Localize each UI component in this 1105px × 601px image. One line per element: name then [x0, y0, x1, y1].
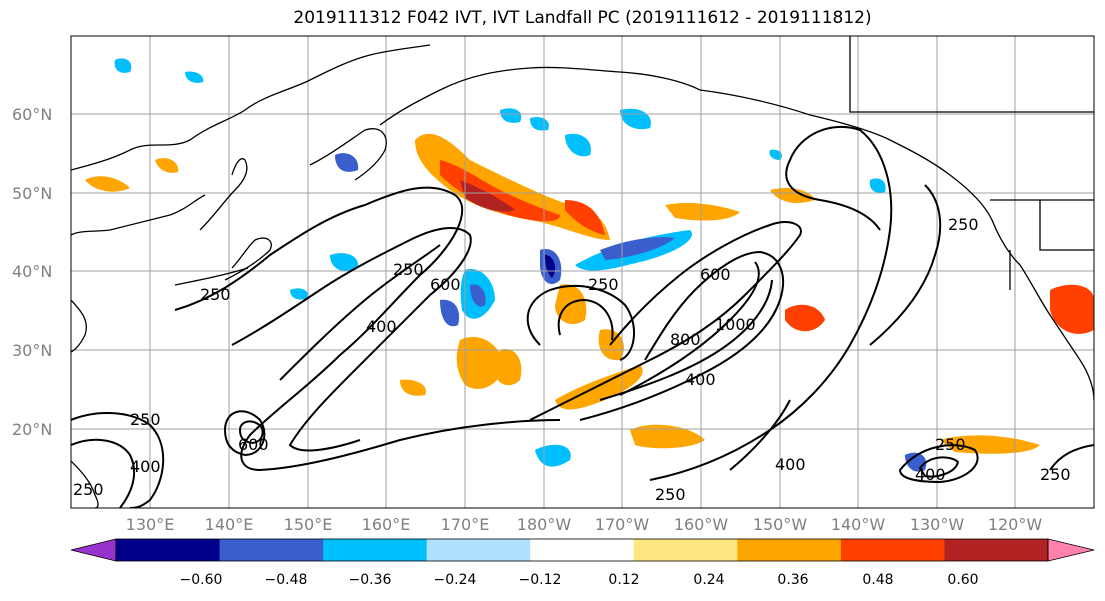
- contour-label: 400: [130, 457, 161, 476]
- colorbar-label: −0.24: [434, 572, 477, 588]
- colorbar-segment: [426, 539, 531, 561]
- contour-labels: 250 250 400 600 250 600 1000 800 400 250…: [73, 215, 1071, 504]
- colorbar-outline: [115, 538, 1049, 562]
- contour-label: 250: [588, 275, 619, 294]
- colorbar-segment: [840, 539, 945, 561]
- contour-label: 400: [775, 455, 806, 474]
- lon-label: 130°W: [910, 515, 965, 534]
- lon-label: 150°E: [284, 515, 333, 534]
- lat-label: 50°N: [12, 184, 52, 203]
- colorbar-segment: [737, 539, 842, 561]
- colorbar-segment: [633, 539, 738, 561]
- lat-label: 30°N: [12, 341, 52, 360]
- contour-label: 400: [366, 317, 397, 336]
- contour-label: 1000: [715, 315, 756, 334]
- colorbar-extend-max: [1047, 538, 1095, 562]
- lon-label: 150°W: [753, 515, 808, 534]
- colorbar-segment: [530, 539, 635, 561]
- lon-label: 120°W: [988, 515, 1043, 534]
- colorbar-label: −0.36: [349, 572, 392, 588]
- colorbar-label: 0.36: [777, 572, 808, 588]
- graticule: [71, 36, 1094, 508]
- lon-label: 160°E: [362, 515, 411, 534]
- colorbar-label: 0.48: [862, 572, 893, 588]
- contour-label: 250: [393, 260, 424, 279]
- colorbar-segment: [219, 539, 324, 561]
- contour-label: 250: [1040, 465, 1071, 484]
- contour-label: 600: [430, 275, 461, 294]
- lon-label: 170°W: [595, 515, 650, 534]
- colorbar-label: −0.12: [519, 572, 562, 588]
- colorbar-extend-min: [70, 538, 117, 562]
- contour-label: 400: [915, 465, 946, 484]
- colorbar-segment: [323, 539, 428, 561]
- lat-label: 20°N: [12, 420, 52, 439]
- colorbar-label: 0.60: [947, 572, 978, 588]
- lon-label: 140°W: [831, 515, 886, 534]
- contour-label: 250: [948, 215, 979, 234]
- lat-label: 60°N: [12, 105, 52, 124]
- contour-label: 400: [685, 370, 716, 389]
- colorbar-label: −0.48: [265, 572, 308, 588]
- colorbar-label: 0.24: [693, 572, 724, 588]
- colorbar-segment: [944, 539, 1049, 561]
- colorbar-segment: [116, 539, 221, 561]
- contour-label: 600: [238, 435, 269, 454]
- ivt-contours: [71, 125, 1094, 508]
- colorbar: [70, 538, 1095, 562]
- contour-label: 250: [655, 485, 686, 504]
- contour-label: 250: [935, 435, 966, 454]
- longitude-labels: 130°E 140°E 150°E 160°E 170°E 180°W 170°…: [126, 515, 1043, 534]
- map-frame: [70, 35, 1095, 509]
- contour-label: 800: [670, 330, 701, 349]
- lon-label: 130°E: [126, 515, 175, 534]
- contour-label: 250: [73, 480, 104, 499]
- contour-label: 250: [200, 285, 231, 304]
- map-title: 2019111312 F042 IVT, IVT Landfall PC (20…: [293, 8, 872, 28]
- latitude-labels: 60°N 50°N 40°N 30°N 20°N: [12, 105, 52, 439]
- lon-label: 160°W: [674, 515, 729, 534]
- colorbar-labels: −0.60 −0.48 −0.36 −0.24 −0.12 0.12 0.24 …: [180, 572, 979, 588]
- colorbar-label: −0.60: [180, 572, 223, 588]
- contour-label: 600: [700, 265, 731, 284]
- lon-label: 180°W: [517, 515, 572, 534]
- lat-label: 40°N: [12, 262, 52, 281]
- colorbar-label: 0.12: [608, 572, 639, 588]
- coastlines: [71, 36, 1094, 508]
- lon-label: 170°E: [441, 515, 490, 534]
- contour-label: 250: [130, 410, 161, 429]
- lon-label: 140°E: [205, 515, 254, 534]
